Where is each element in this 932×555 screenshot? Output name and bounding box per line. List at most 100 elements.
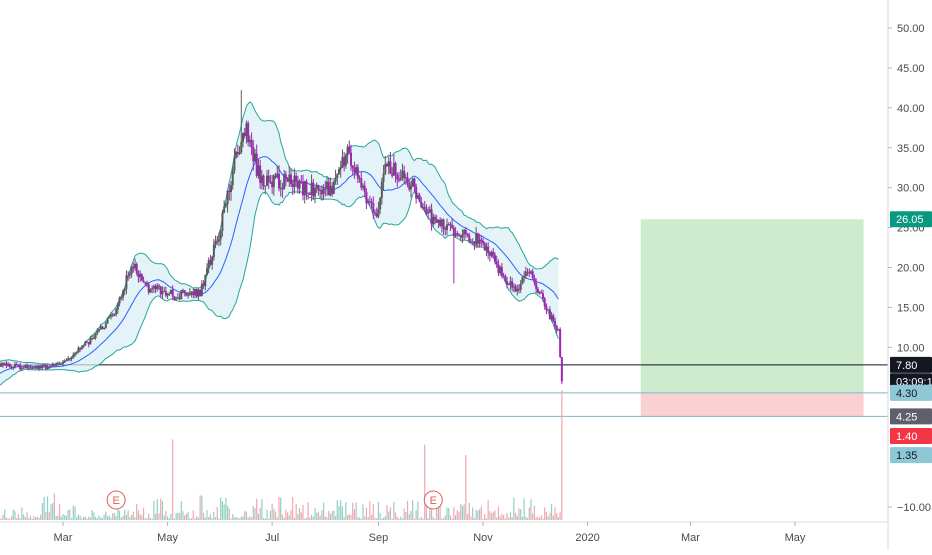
volume-bar <box>344 517 345 520</box>
candle-body <box>206 268 208 275</box>
candle-body <box>197 290 199 297</box>
price-badge[interactable]: 4.25 <box>890 408 932 424</box>
volume-bar <box>266 510 267 520</box>
volume-bar <box>325 516 326 520</box>
candle-body <box>508 284 510 285</box>
candle-body <box>117 303 119 309</box>
candle-body <box>43 365 45 366</box>
volume-bar <box>448 508 449 520</box>
volume-bar <box>436 508 437 520</box>
volume-bar <box>241 517 242 520</box>
price-badge[interactable]: 26.05 <box>890 211 932 227</box>
volume-bar <box>506 513 507 520</box>
volume-bar <box>140 514 141 520</box>
candle-body <box>326 182 328 189</box>
volume-bar <box>345 502 346 520</box>
volume-bar <box>548 516 549 520</box>
candle-body <box>338 169 340 174</box>
volume-bar <box>482 519 483 520</box>
target-zone[interactable] <box>641 219 864 393</box>
volume-bar <box>217 507 218 520</box>
volume-bar <box>143 508 144 520</box>
candle-body <box>372 203 374 213</box>
volume-bar <box>522 517 523 520</box>
candle-body <box>124 289 126 291</box>
volume-bar <box>93 512 94 520</box>
candle-body <box>407 177 409 183</box>
volume-bar <box>537 517 538 520</box>
y-tick-label: 40.00 <box>897 103 925 115</box>
volume-bar <box>112 513 113 520</box>
volume-bar <box>16 518 17 520</box>
candle-body <box>360 178 362 187</box>
candle-body <box>467 234 469 236</box>
candle-body <box>311 183 313 195</box>
candle-body <box>179 298 181 300</box>
earnings-marker[interactable]: E <box>107 491 125 509</box>
volume-bar <box>412 500 413 520</box>
candle-body <box>377 209 379 216</box>
volume-bar <box>134 517 135 520</box>
price-badge-text: 1.35 <box>896 450 917 462</box>
volume-bar <box>527 518 528 520</box>
volume-bar <box>234 518 235 520</box>
volume-bar <box>554 507 555 520</box>
volume-bar <box>188 512 189 520</box>
volume-bar <box>330 514 331 520</box>
price-badge[interactable]: 7.80 <box>890 357 932 373</box>
candle-body <box>496 261 498 264</box>
candle-body <box>477 233 479 243</box>
candle-body <box>408 183 410 189</box>
candle-body <box>388 161 390 166</box>
volume-bar <box>560 512 561 520</box>
volume-bar <box>105 512 106 520</box>
volume-bar <box>335 516 336 520</box>
volume-bar <box>458 512 459 520</box>
candle-body <box>29 367 31 368</box>
candle-body <box>93 338 95 339</box>
y-tick-label: 30.00 <box>897 183 925 195</box>
candle-body <box>324 189 326 190</box>
volume-bar <box>237 517 238 520</box>
candle-body <box>487 247 489 254</box>
candle-body <box>213 244 215 257</box>
candle <box>547 309 549 310</box>
candle-body <box>180 290 182 299</box>
stop-zone[interactable] <box>641 393 864 417</box>
candle-body <box>497 265 499 273</box>
candle-body <box>211 257 213 265</box>
candle-body <box>544 298 546 306</box>
volume-bar <box>441 519 442 520</box>
candle-body <box>163 291 165 292</box>
volume-bar <box>318 512 319 520</box>
candle-body <box>60 364 62 365</box>
candle-body <box>285 174 287 179</box>
price-badge[interactable]: 1.40 <box>890 428 932 444</box>
candle-body <box>453 228 455 236</box>
candle-body <box>12 367 14 368</box>
candle-body <box>151 288 153 289</box>
price-badge[interactable]: 1.35 <box>890 447 932 463</box>
candle-body <box>369 201 371 202</box>
candle-body <box>131 267 133 274</box>
candle-body <box>357 167 359 178</box>
candle-body <box>64 361 66 363</box>
price-badge[interactable]: 4.30 <box>890 385 932 401</box>
candle-body <box>35 366 37 368</box>
earnings-marker[interactable]: E <box>424 491 442 509</box>
volume-bar <box>282 515 283 520</box>
candle-body <box>209 260 211 264</box>
candle-body <box>288 175 290 182</box>
volume-bar <box>116 516 117 520</box>
candle-body <box>185 292 187 295</box>
candle-body <box>439 220 441 226</box>
volume-bar <box>157 499 158 520</box>
volume-bar <box>287 512 288 520</box>
candle-body <box>395 163 397 174</box>
volume-bar <box>446 508 447 520</box>
candle-body <box>103 328 105 329</box>
